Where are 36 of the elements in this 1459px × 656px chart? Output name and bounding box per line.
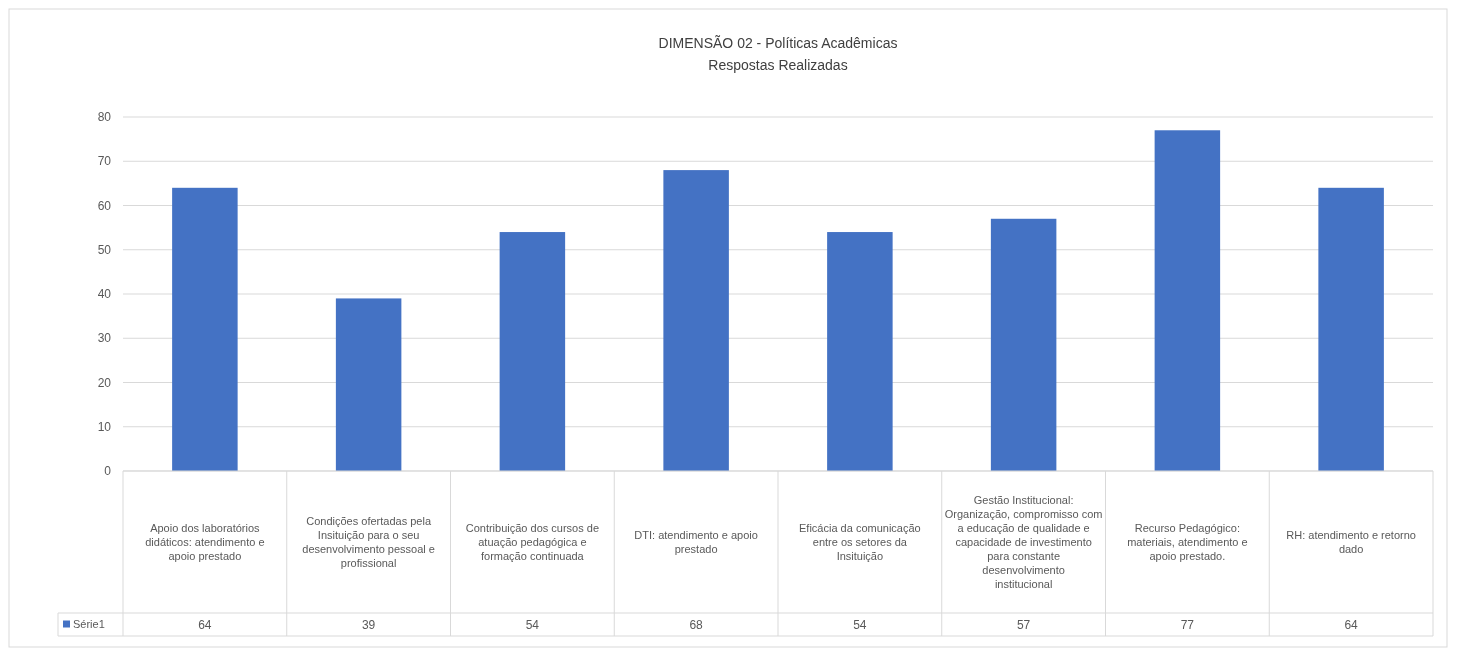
data-label: 77 <box>1180 617 1195 632</box>
chart-title: DIMENSÃO 02 - Políticas Acadêmicas <box>658 35 898 51</box>
data-label: 54 <box>853 617 867 632</box>
y-tick-label: 80 <box>97 110 112 125</box>
bar <box>172 187 238 471</box>
x-tick-label: Gestão Institucional: Organização, compromisso com a educação de qualidade e capacidade de investimento para constante desenvolvimento institucional <box>944 494 1103 590</box>
y-tick-label: 50 <box>97 242 112 257</box>
data-label: 64 <box>1344 617 1359 632</box>
x-tick-label: Condições ofertadas pela Insituição para o seu desenvolvimento pessoal e profissional <box>302 515 435 569</box>
x-tick-label: Recurso Pedagógico: materiais, atendimento e apoio prestado. <box>1127 522 1248 562</box>
data-label: 68 <box>689 617 704 632</box>
bar <box>663 170 729 471</box>
y-tick-label: 40 <box>97 287 112 302</box>
x-tick-label: Eficácia da comunicação entre os setores da Insituição <box>799 522 921 562</box>
data-label: 57 <box>1016 617 1031 632</box>
y-tick-label: 10 <box>97 419 112 434</box>
y-tick-label: 60 <box>97 198 112 213</box>
data-label: 54 <box>525 617 540 632</box>
data-label: 64 <box>198 617 212 632</box>
x-tick-label: RH: atendimento e retorno dado <box>1286 529 1416 555</box>
y-tick-label: 20 <box>97 375 112 390</box>
y-tick-label: 0 <box>104 464 112 479</box>
legend-label: Série1 <box>73 618 105 631</box>
bar <box>499 232 566 471</box>
y-tick-label: 30 <box>97 331 112 346</box>
x-tick-label: Apoio dos laboratórios didáticos: atendimento e apoio prestado <box>145 522 265 562</box>
y-tick-label: 70 <box>97 154 112 169</box>
bar <box>335 298 402 471</box>
bar <box>990 218 1057 471</box>
x-tick-label: DTI: atendimento e apoio prestado <box>634 529 758 555</box>
chart-subtitle: Respostas Realizadas <box>708 57 848 73</box>
data-label: 39 <box>361 617 376 632</box>
bar <box>827 232 893 471</box>
x-tick-label: Contribuição dos cursos de atuação pedagógica e formação continuada <box>465 522 600 562</box>
bar <box>1318 187 1384 471</box>
bar <box>1154 130 1221 471</box>
